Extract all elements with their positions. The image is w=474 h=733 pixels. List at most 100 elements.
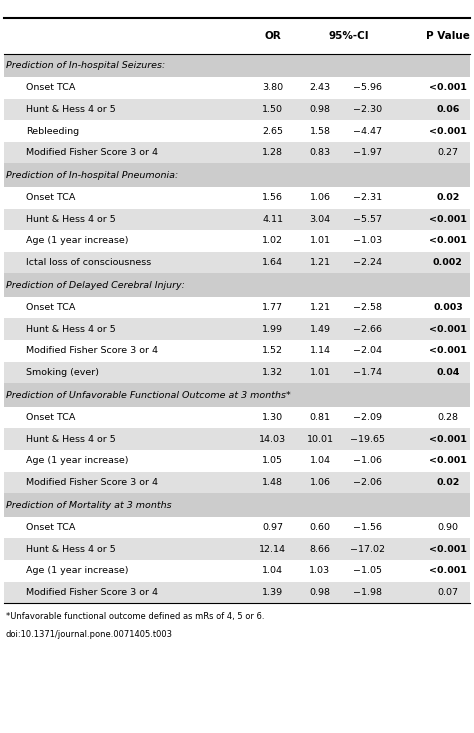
Text: 8.66: 8.66 <box>310 545 330 553</box>
Bar <box>4 208 470 230</box>
Text: Hunt & Hess 4 or 5: Hunt & Hess 4 or 5 <box>26 435 116 443</box>
Text: −2.30: −2.30 <box>353 105 382 114</box>
Text: Modified Fisher Score 3 or 4: Modified Fisher Score 3 or 4 <box>26 347 158 356</box>
Text: 1.28: 1.28 <box>262 148 283 157</box>
Text: −5.57: −5.57 <box>353 215 382 224</box>
Text: 2.65: 2.65 <box>262 127 283 136</box>
Text: 0.97: 0.97 <box>262 523 283 532</box>
Bar <box>4 383 470 407</box>
Text: 1.21: 1.21 <box>310 303 330 312</box>
Text: −1.06: −1.06 <box>353 457 382 465</box>
Text: 12.14: 12.14 <box>259 545 286 553</box>
Text: <0.001: <0.001 <box>429 325 467 334</box>
Text: Onset TCA: Onset TCA <box>26 413 75 422</box>
Text: −2.58: −2.58 <box>353 303 382 312</box>
Bar <box>4 163 470 187</box>
Text: 1.58: 1.58 <box>310 127 330 136</box>
Bar <box>4 54 470 77</box>
Text: −1.05: −1.05 <box>353 567 382 575</box>
Text: 14.03: 14.03 <box>259 435 286 443</box>
Bar <box>4 493 470 517</box>
Text: −1.97: −1.97 <box>353 148 382 157</box>
Text: Prediction of In-hospital Seizures:: Prediction of In-hospital Seizures: <box>6 61 165 70</box>
Text: 0.90: 0.90 <box>438 523 458 532</box>
Text: −2.24: −2.24 <box>353 258 382 267</box>
Text: 1.56: 1.56 <box>262 194 283 202</box>
Text: Onset TCA: Onset TCA <box>26 194 75 202</box>
Text: 1.50: 1.50 <box>262 105 283 114</box>
Text: 1.06: 1.06 <box>310 478 330 487</box>
Bar <box>4 471 470 493</box>
Text: 1.99: 1.99 <box>262 325 283 334</box>
Text: Age (1 year increase): Age (1 year increase) <box>26 457 128 465</box>
Text: 2.43: 2.43 <box>310 84 330 92</box>
Text: Onset TCA: Onset TCA <box>26 84 75 92</box>
Text: 1.64: 1.64 <box>262 258 283 267</box>
Text: −19.65: −19.65 <box>350 435 385 443</box>
Text: 1.01: 1.01 <box>310 368 330 377</box>
Text: −1.98: −1.98 <box>353 588 382 597</box>
Text: Hunt & Hess 4 or 5: Hunt & Hess 4 or 5 <box>26 545 116 553</box>
Bar <box>4 428 470 450</box>
Text: −5.96: −5.96 <box>353 84 382 92</box>
Text: 0.07: 0.07 <box>438 588 458 597</box>
Bar <box>4 581 470 603</box>
Text: <0.001: <0.001 <box>429 545 467 553</box>
Text: 0.003: 0.003 <box>433 303 463 312</box>
Text: 0.83: 0.83 <box>310 148 330 157</box>
Text: 10.01: 10.01 <box>307 435 333 443</box>
Text: −1.74: −1.74 <box>353 368 382 377</box>
Text: Hunt & Hess 4 or 5: Hunt & Hess 4 or 5 <box>26 105 116 114</box>
Text: 0.002: 0.002 <box>433 258 463 267</box>
Bar <box>4 99 470 120</box>
Text: 0.81: 0.81 <box>310 413 330 422</box>
Text: Modified Fisher Score 3 or 4: Modified Fisher Score 3 or 4 <box>26 588 158 597</box>
Text: Prediction of In-hospital Pneumonia:: Prediction of In-hospital Pneumonia: <box>6 171 178 180</box>
Text: Rebleeding: Rebleeding <box>26 127 79 136</box>
Text: <0.001: <0.001 <box>429 84 467 92</box>
Text: 1.77: 1.77 <box>262 303 283 312</box>
Text: 1.03: 1.03 <box>310 567 330 575</box>
Text: doi:10.1371/journal.pone.0071405.t003: doi:10.1371/journal.pone.0071405.t003 <box>6 630 173 639</box>
Text: −1.56: −1.56 <box>353 523 382 532</box>
Bar <box>4 273 470 297</box>
Text: <0.001: <0.001 <box>429 215 467 224</box>
Bar <box>4 538 470 560</box>
Text: 0.02: 0.02 <box>436 478 460 487</box>
Text: Ictal loss of consciousness: Ictal loss of consciousness <box>26 258 151 267</box>
Text: 1.01: 1.01 <box>310 237 330 246</box>
Bar <box>4 318 470 340</box>
Text: Hunt & Hess 4 or 5: Hunt & Hess 4 or 5 <box>26 215 116 224</box>
Text: −17.02: −17.02 <box>350 545 385 553</box>
Text: −1.03: −1.03 <box>353 237 382 246</box>
Text: 1.04: 1.04 <box>262 567 283 575</box>
Text: 0.60: 0.60 <box>310 523 330 532</box>
Text: 3.04: 3.04 <box>310 215 330 224</box>
Text: 0.27: 0.27 <box>438 148 458 157</box>
Text: 4.11: 4.11 <box>262 215 283 224</box>
Text: <0.001: <0.001 <box>429 347 467 356</box>
Text: 1.39: 1.39 <box>262 588 283 597</box>
Text: 0.98: 0.98 <box>310 588 330 597</box>
Bar <box>4 361 470 383</box>
Text: 1.21: 1.21 <box>310 258 330 267</box>
Text: 95%-CI: 95%-CI <box>328 31 369 41</box>
Text: Onset TCA: Onset TCA <box>26 303 75 312</box>
Text: 3.80: 3.80 <box>262 84 283 92</box>
Text: 0.02: 0.02 <box>436 194 460 202</box>
Text: 0.28: 0.28 <box>438 413 458 422</box>
Bar <box>4 251 470 273</box>
Text: −2.04: −2.04 <box>353 347 382 356</box>
Text: OR: OR <box>264 31 281 41</box>
Text: 1.04: 1.04 <box>310 457 330 465</box>
Text: 1.30: 1.30 <box>262 413 283 422</box>
Bar <box>4 141 470 163</box>
Text: <0.001: <0.001 <box>429 567 467 575</box>
Text: 0.06: 0.06 <box>436 105 460 114</box>
Text: <0.001: <0.001 <box>429 457 467 465</box>
Text: −2.31: −2.31 <box>353 194 382 202</box>
Text: <0.001: <0.001 <box>429 435 467 443</box>
Text: 0.04: 0.04 <box>436 368 460 377</box>
Text: P Value: P Value <box>426 31 470 41</box>
Text: 0.98: 0.98 <box>310 105 330 114</box>
